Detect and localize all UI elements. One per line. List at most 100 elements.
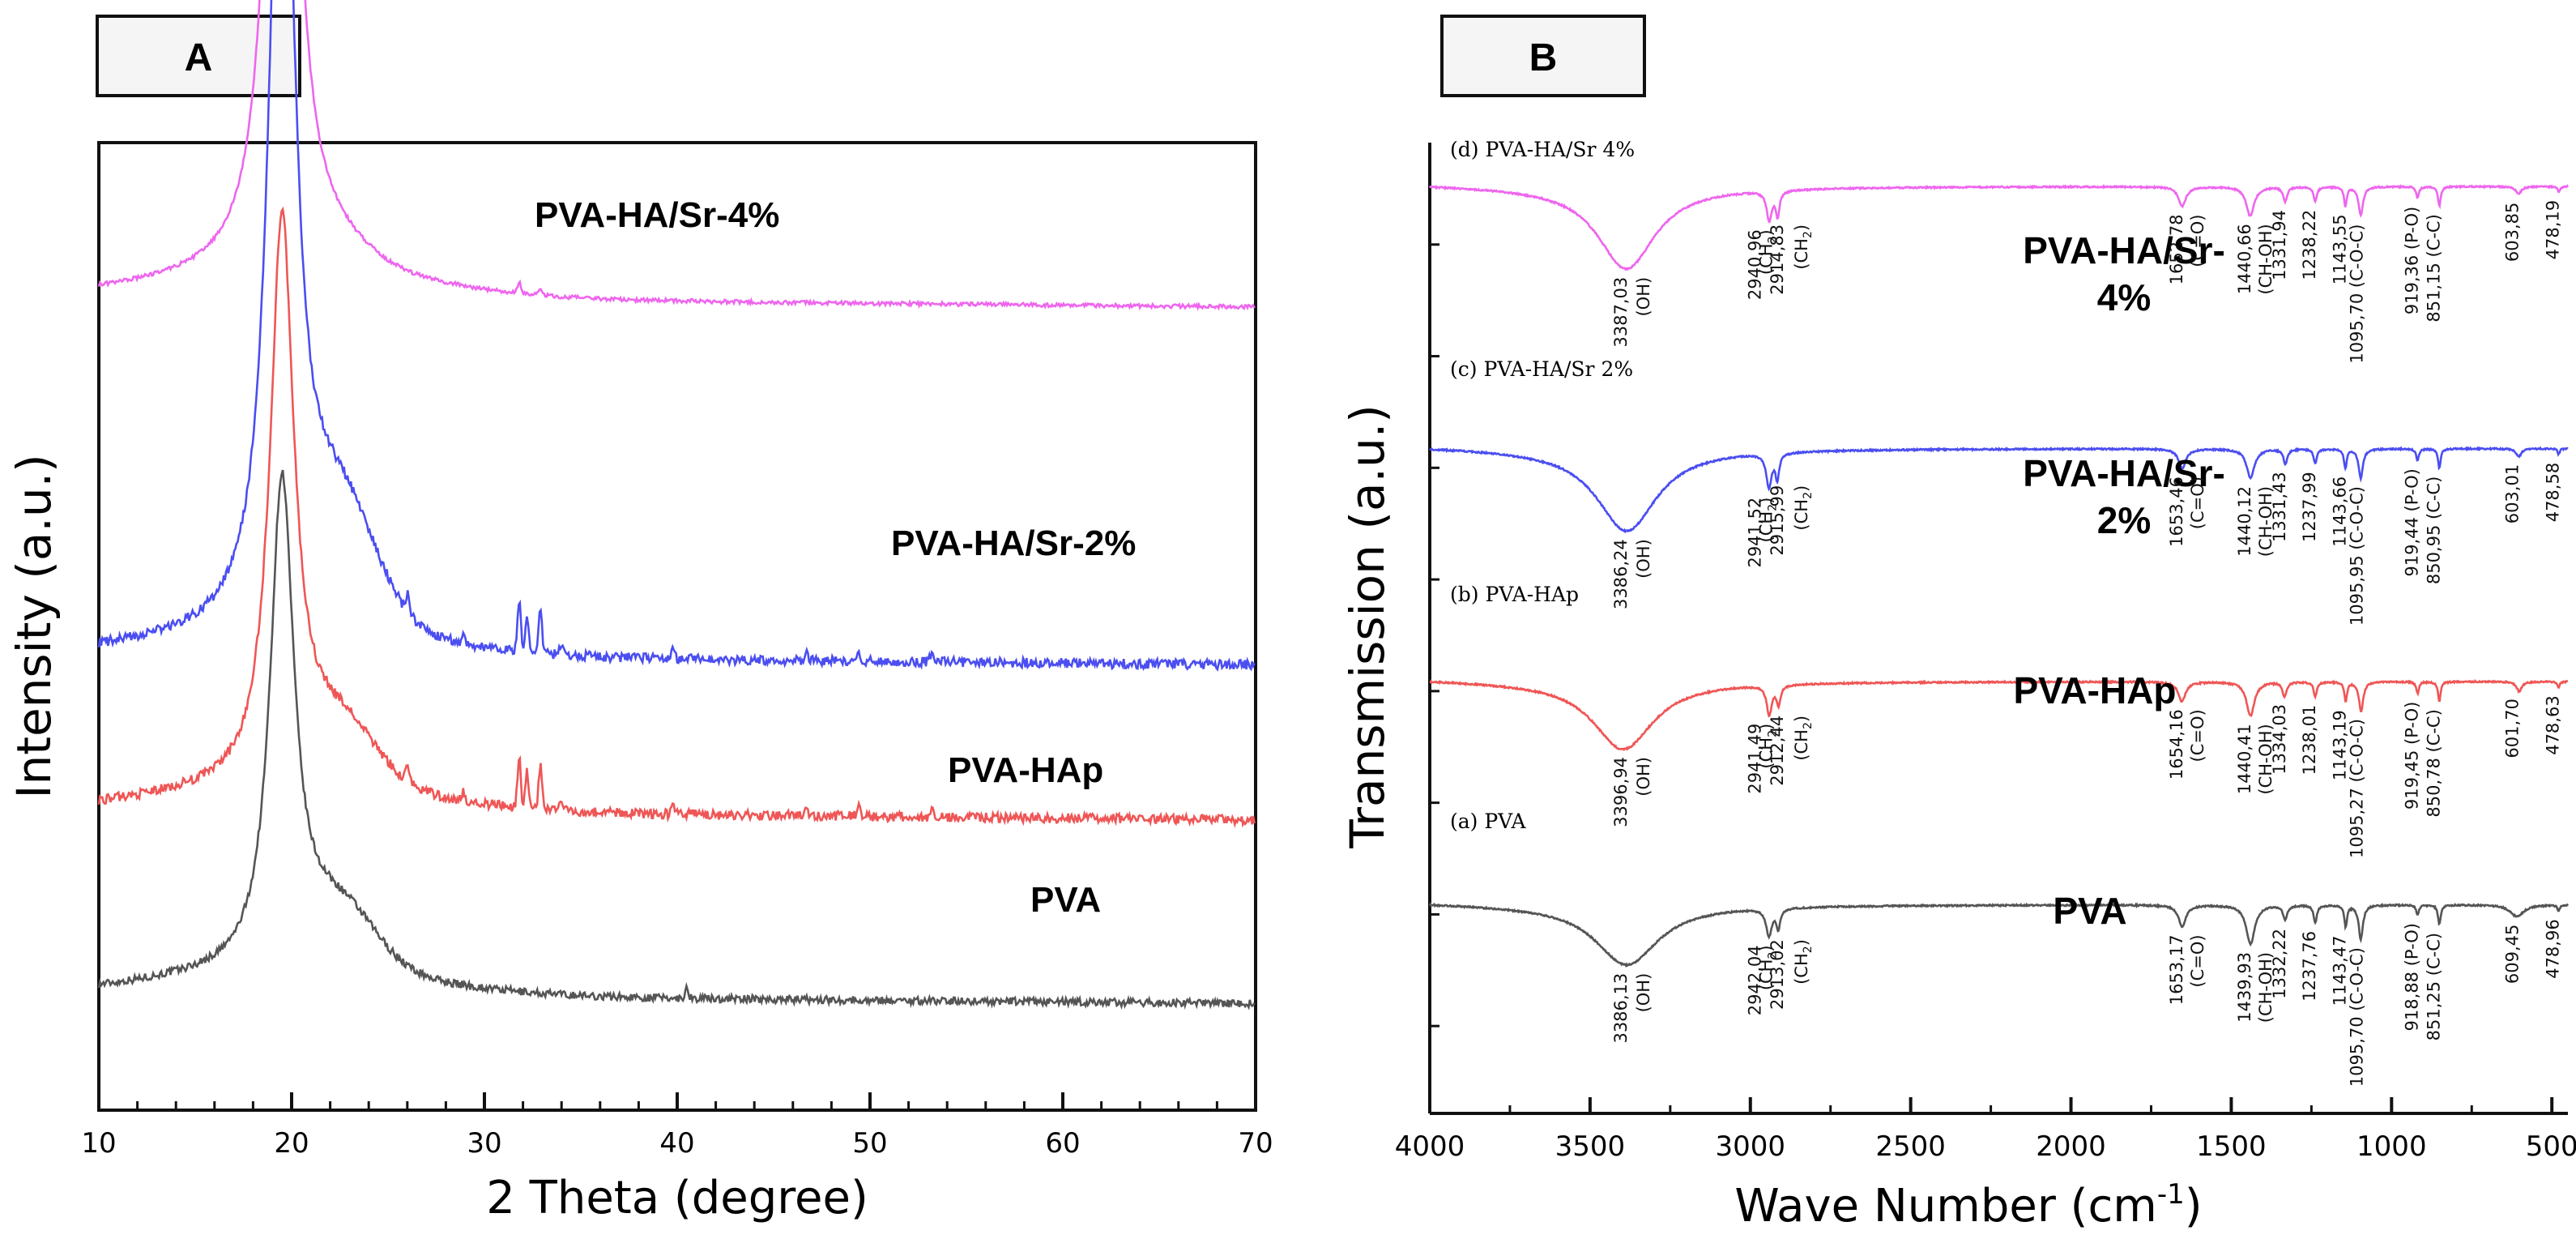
a-x-tick-label-30: 30 bbox=[467, 1127, 501, 1160]
b-series-label-pva-ha-sr-2-line1: PVA-HA/Sr- bbox=[2023, 452, 2225, 494]
b-peak-label: 609,45 bbox=[2503, 925, 2523, 984]
b-peak-assignment-main: (CH bbox=[1792, 953, 1811, 985]
b-peak-label: 919,36 (P-O) bbox=[2402, 207, 2421, 314]
b-x-axis-label-end: ) bbox=[2185, 1180, 2203, 1233]
a-series-pva-hap bbox=[97, 206, 1256, 829]
panel-a-series-group bbox=[97, 0, 1256, 1010]
b-peak-label: 1143,47 bbox=[2331, 936, 2350, 1006]
b-caption-b: (b) PVA-HAp bbox=[1450, 583, 1579, 606]
b-peak-assignment: (CH2) bbox=[1792, 716, 1815, 761]
b-series-label-pva-ha-sr-4-line1: PVA-HA/Sr- bbox=[2023, 229, 2225, 271]
b-peak-assignment: (CH2) bbox=[1792, 939, 1815, 985]
b-peak-assignment: (CH2) bbox=[1792, 224, 1815, 270]
b-peak-label: 2914,83 bbox=[1768, 224, 1787, 295]
a-x-tick-label-40: 40 bbox=[659, 1127, 694, 1160]
b-x-tick-label-3000: 3000 bbox=[1716, 1130, 1786, 1163]
b-peak-assignment-main: (CH bbox=[1757, 737, 1776, 769]
b-peak-assignment-end: ) bbox=[1757, 945, 1776, 951]
b-series-label-pva-ha-sr-2-line2: 2% bbox=[2097, 499, 2151, 541]
b-peak-label: 478,19 bbox=[2544, 200, 2563, 259]
b-series-pva-hap bbox=[1429, 678, 2569, 752]
b-peak-label: 2942,04 bbox=[1746, 945, 1765, 1015]
b-x-axis-label: Wave Number (cm-1) bbox=[1734, 1178, 2202, 1233]
b-peak-assignment: (C=O) bbox=[2188, 709, 2207, 762]
b-series-label-pva-ha-sr-2: PVA-HA/Sr- 2% bbox=[2023, 452, 2225, 541]
b-peak-assignment-sub: 2 bbox=[1802, 722, 1815, 729]
b-peak-label: 1331,43 bbox=[2270, 472, 2289, 542]
a-series-label-pva-hap: PVA-HAp bbox=[948, 750, 1103, 790]
b-peak-assignment-sub: 2 bbox=[1767, 504, 1780, 511]
b-peak-assignment-end: ) bbox=[1757, 229, 1776, 236]
b-peak-label: 478,58 bbox=[2544, 463, 2563, 522]
b-peak-label: 2915,99 bbox=[1768, 485, 1787, 556]
b-series-label-pva: PVA bbox=[2053, 890, 2126, 932]
b-peak-label: 1095,70 (C-O-C) bbox=[2347, 947, 2366, 1087]
b-peak-label: 2913,02 bbox=[1768, 939, 1787, 1010]
b-peak-label: 2912,44 bbox=[1768, 716, 1787, 786]
b-peak-label: 2941,49 bbox=[1746, 724, 1765, 794]
b-series-pva bbox=[1428, 901, 2570, 968]
b-peak-label: 850,78 (C-C) bbox=[2424, 709, 2443, 817]
b-peak-label: 851,25 (C-C) bbox=[2424, 933, 2443, 1040]
b-peak-label: 1440,66 bbox=[2235, 224, 2254, 294]
b-peak-assignment-end: ) bbox=[1792, 485, 1811, 492]
b-peak-label: 851,15 (C-C) bbox=[2424, 214, 2443, 322]
b-peak-label: 1237,76 bbox=[2300, 931, 2319, 1002]
panel-a-label: A bbox=[185, 36, 213, 79]
b-caption-c: (c) PVA-HA/Sr 2% bbox=[1450, 357, 1633, 381]
b-peak-label: 1332,22 bbox=[2270, 929, 2289, 999]
a-series-pva bbox=[97, 469, 1256, 1010]
panel-b-label-box bbox=[1440, 15, 1646, 97]
b-peak-assignment-main: (CH bbox=[1757, 959, 1776, 991]
b-peak-label: 1095,70 (C-O-C) bbox=[2347, 224, 2366, 364]
b-peak-assignment-sub: 2 bbox=[1767, 237, 1780, 244]
b-peak-label: 1653,17 bbox=[2167, 934, 2186, 1005]
b-peak-assignment-sub: 2 bbox=[1767, 952, 1780, 959]
b-series-label-pva-ha-sr-4-line2: 4% bbox=[2097, 276, 2151, 318]
panel-b-x-axis: 4000 3500 3000 2500 2000 1500 1000 500 bbox=[1395, 243, 2576, 1163]
b-peak-assignment-sub: 2 bbox=[1767, 730, 1780, 737]
b-peak-label: 1143,66 bbox=[2331, 476, 2350, 547]
b-peak-labels: 3386,13 (OH) 2942,04(CH2)2913,02 (CH2) 1653,… bbox=[1611, 200, 2563, 1087]
b-peak-label: 1440,41 bbox=[2235, 724, 2254, 794]
panel-a-label-box bbox=[96, 15, 301, 97]
a-series-label-pva-ha-sr-2: PVA-HA/Sr-2% bbox=[891, 523, 1136, 563]
b-peak-label: 601,70 bbox=[2503, 699, 2523, 758]
b-x-axis-label-sup: -1 bbox=[2157, 1178, 2185, 1211]
b-peak-label: 478,96 bbox=[2544, 919, 2563, 978]
a-x-axis-label: 2 Theta (degree) bbox=[486, 1172, 868, 1224]
b-peak-assignment-main: (CH bbox=[1792, 499, 1811, 531]
b-peak-label: 918,88 (P-O) bbox=[2402, 923, 2421, 1031]
panel-b-label: B bbox=[1529, 36, 1558, 79]
b-peak-label: 1331,94 bbox=[2270, 210, 2289, 280]
b-peak-assignment: (OH) bbox=[1634, 277, 1653, 317]
b-peak-assignment: (CH-OH) bbox=[2256, 952, 2275, 1023]
b-peak-label: 2940,96 bbox=[1746, 229, 1765, 300]
b-series-label-pva-ha-sr-4: PVA-HA/Sr- 4% bbox=[2023, 229, 2225, 318]
b-peak-label: 3387,03 bbox=[1611, 277, 1631, 348]
b-peak-label: 1237,99 bbox=[2300, 472, 2319, 542]
b-peak-label: 1143,19 bbox=[2331, 710, 2350, 780]
b-peak-assignment-main: (CH bbox=[1757, 243, 1776, 275]
b-peak-assignment: (OH) bbox=[1634, 757, 1653, 797]
a-x-tick-label-70: 70 bbox=[1238, 1127, 1273, 1160]
a-x-tick-label-20: 20 bbox=[274, 1127, 309, 1160]
b-peak-assignment-sub: 2 bbox=[1802, 231, 1815, 238]
b-x-axis-label-main: Wave Number (cm bbox=[1734, 1180, 2156, 1233]
b-peak-label: 850,95 (C-C) bbox=[2424, 476, 2443, 584]
b-peak-label: 1652,78 bbox=[2167, 215, 2186, 285]
a-y-axis-label: Intensity (a.u.) bbox=[6, 454, 62, 798]
b-peak-assignment-sub: 2 bbox=[1802, 492, 1815, 499]
b-peak-assignment: (CH2) bbox=[1757, 724, 1780, 769]
b-peak-label: 3386,13 bbox=[1611, 973, 1631, 1044]
b-peak-label: 1143,55 bbox=[2331, 214, 2350, 284]
b-x-tick-label-2000: 2000 bbox=[2036, 1130, 2106, 1163]
b-x-tick-label-3500: 3500 bbox=[1555, 1130, 1626, 1163]
a-series-label-pva: PVA bbox=[1030, 880, 1101, 920]
b-peak-label: 1095,95 (C-O-C) bbox=[2347, 486, 2366, 626]
b-x-tick-label-2500: 2500 bbox=[1875, 1130, 1946, 1163]
b-peak-assignment: (OH) bbox=[1634, 973, 1653, 1013]
b-peak-assignment-end: ) bbox=[1757, 724, 1776, 730]
b-x-tick-label-500: 500 bbox=[2526, 1130, 2576, 1163]
